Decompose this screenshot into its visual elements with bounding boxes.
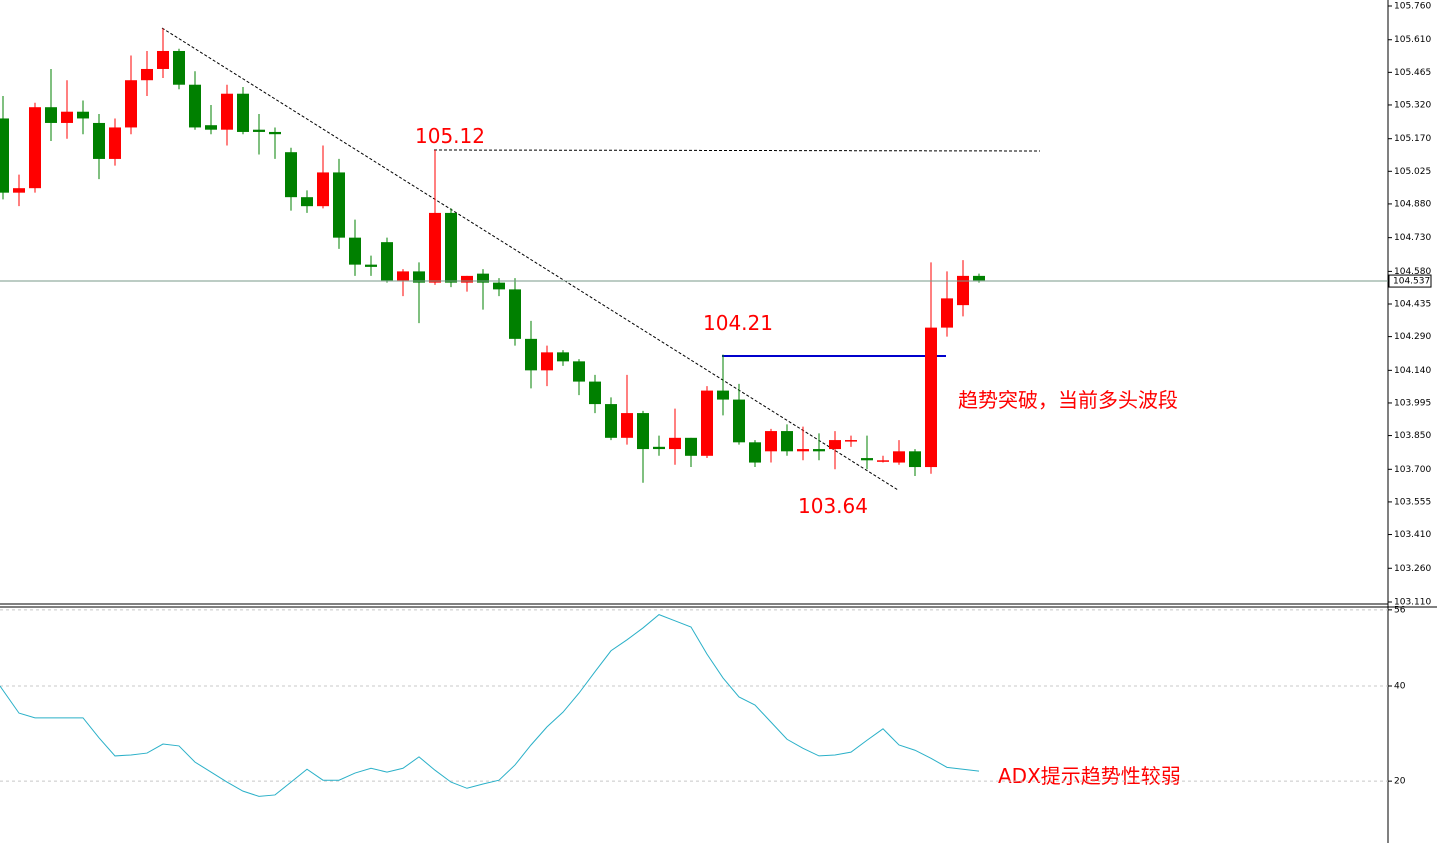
candle-body xyxy=(717,390,729,400)
candle-body xyxy=(13,188,25,193)
candle-body xyxy=(285,152,297,198)
candle-body xyxy=(29,107,41,189)
candle-body xyxy=(253,129,265,132)
candle-body xyxy=(525,338,537,371)
candle-body xyxy=(429,212,441,283)
candle-body xyxy=(685,437,697,456)
candle-body xyxy=(877,460,889,462)
y-tick-label: 103.555 xyxy=(1394,497,1431,507)
candle-body xyxy=(205,125,217,130)
y-tick-label: 40 xyxy=(1394,681,1406,691)
candle-body xyxy=(237,93,249,132)
candle-body xyxy=(0,118,9,193)
candle-body xyxy=(93,122,105,159)
y-tick-label: 20 xyxy=(1394,777,1406,787)
candle-body xyxy=(797,449,809,452)
candle-body xyxy=(973,275,985,281)
candle-body xyxy=(957,275,969,306)
trend-line xyxy=(161,27,899,491)
annotation: 105.12 xyxy=(415,124,485,148)
candle-body xyxy=(365,264,377,267)
candle-body xyxy=(781,431,793,452)
candle-body xyxy=(397,271,409,281)
y-tick-label: 104.880 xyxy=(1394,199,1431,209)
resistance-line xyxy=(433,149,1041,152)
candle-body xyxy=(157,50,169,69)
y-tick-label: 103.700 xyxy=(1394,465,1431,475)
candle-body xyxy=(829,440,841,450)
candle-body xyxy=(141,68,153,81)
y-tick-label: 105.465 xyxy=(1394,68,1431,78)
y-tick-label: 105.760 xyxy=(1394,2,1431,12)
candle-body xyxy=(461,275,473,283)
current-price-label: 104.537 xyxy=(1393,277,1430,287)
y-tick-label: 103.260 xyxy=(1394,564,1431,574)
candle-body xyxy=(941,298,953,328)
candle-body xyxy=(173,50,185,85)
candle-body xyxy=(509,289,521,339)
candle-body xyxy=(221,93,233,130)
candle-body xyxy=(349,237,361,265)
y-tick-label: 105.170 xyxy=(1394,134,1431,144)
annotation: ADX提示趋势性较弱 xyxy=(998,764,1181,788)
candle-body xyxy=(589,381,601,405)
y-tick-label: 104.435 xyxy=(1394,300,1431,310)
y-tick-label: 103.850 xyxy=(1394,431,1431,441)
candle-body xyxy=(61,111,73,123)
y-tick-label: 104.580 xyxy=(1394,267,1431,277)
candle-body xyxy=(765,431,777,452)
candle-body xyxy=(733,399,745,443)
candle-body xyxy=(573,361,585,382)
candle-body xyxy=(493,282,505,290)
annotation: 103.64 xyxy=(798,494,868,518)
y-tick-label: 104.730 xyxy=(1394,233,1431,243)
candle-body xyxy=(109,127,121,159)
candle-body xyxy=(477,273,489,283)
candle-body xyxy=(77,111,89,119)
candle-body xyxy=(669,437,681,450)
y-tick-label: 105.320 xyxy=(1394,100,1431,110)
y-tick-label: 104.290 xyxy=(1394,332,1431,342)
candle-body xyxy=(381,242,393,281)
candle-body xyxy=(333,172,345,238)
candle-body xyxy=(749,442,761,463)
y-tick-label: 104.140 xyxy=(1394,366,1431,376)
candle-body xyxy=(813,449,825,452)
candle-body xyxy=(925,327,937,468)
candle-body xyxy=(701,390,713,456)
y-tick-label: 103.410 xyxy=(1394,530,1431,540)
candle-body xyxy=(541,352,553,371)
candle-body xyxy=(637,413,649,450)
candle-body xyxy=(445,212,457,283)
candle-body xyxy=(125,80,137,128)
y-tick-label: 103.995 xyxy=(1394,398,1431,408)
candle-body xyxy=(413,271,425,283)
y-tick-label: 105.025 xyxy=(1394,167,1431,177)
candle-body xyxy=(893,451,905,463)
adx-line xyxy=(0,614,980,797)
candle-body xyxy=(845,440,857,442)
y-tick-label: 105.610 xyxy=(1394,35,1431,45)
candle-body xyxy=(605,404,617,438)
candle-body xyxy=(557,352,569,362)
candle-body xyxy=(189,84,201,128)
current-price-box xyxy=(1388,274,1432,288)
candle-body xyxy=(653,446,665,450)
candle-body xyxy=(909,451,921,468)
candle-body xyxy=(317,172,329,207)
candle-body xyxy=(861,458,873,461)
candle-body xyxy=(45,107,57,123)
annotation: 趋势突破，当前多头波段 xyxy=(958,388,1178,412)
candle-body xyxy=(621,413,633,438)
annotation: 104.21 xyxy=(703,311,773,335)
y-tick-label: 56 xyxy=(1394,605,1406,615)
candle-body xyxy=(269,131,281,135)
y-tick-label: 103.110 xyxy=(1394,598,1431,608)
candle-body xyxy=(301,197,313,207)
